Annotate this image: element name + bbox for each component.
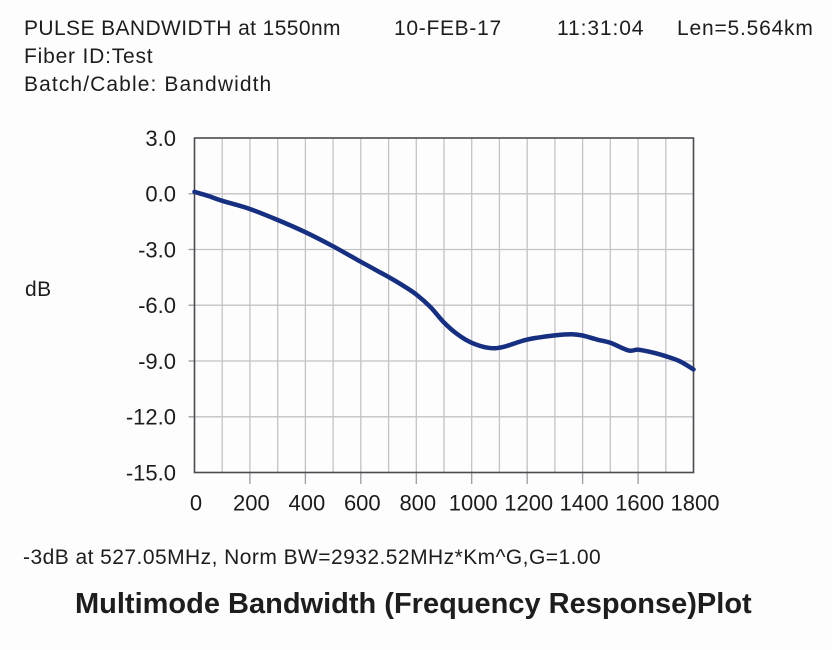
svg-text:0: 0	[190, 491, 202, 516]
svg-text:0.0: 0.0	[145, 182, 176, 207]
svg-text:-3.0: -3.0	[138, 237, 176, 262]
svg-text:600: 600	[344, 491, 381, 516]
svg-text:-9.0: -9.0	[138, 349, 176, 374]
svg-text:3.0: 3.0	[145, 126, 176, 151]
svg-text:1000: 1000	[449, 491, 498, 516]
svg-text:800: 800	[399, 491, 436, 516]
svg-text:200: 200	[233, 491, 270, 516]
svg-text:400: 400	[289, 491, 326, 516]
svg-text:-12.0: -12.0	[126, 405, 176, 430]
svg-text:-6.0: -6.0	[138, 293, 176, 318]
svg-text:1800: 1800	[671, 491, 720, 516]
svg-text:1600: 1600	[615, 491, 664, 516]
svg-text:1400: 1400	[560, 491, 609, 516]
svg-text:1200: 1200	[504, 491, 553, 516]
svg-text:-15.0: -15.0	[126, 460, 176, 485]
